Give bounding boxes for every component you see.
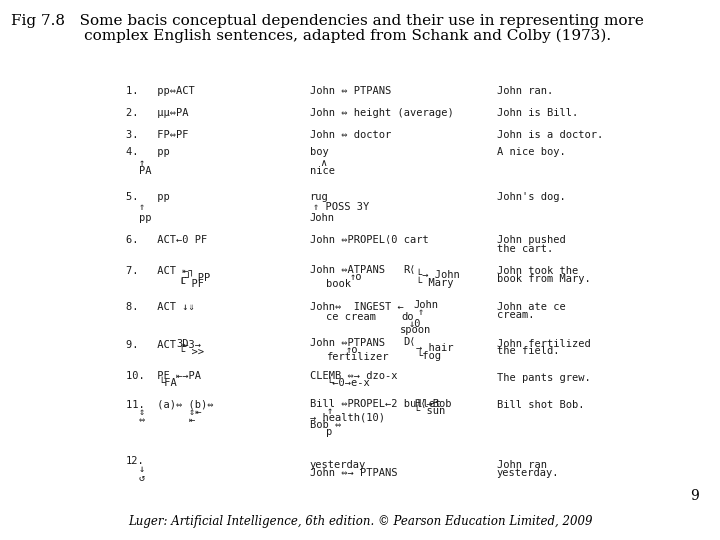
Text: ↑: ↑	[139, 158, 145, 168]
Text: 3.   FP⇔PF: 3. FP⇔PF	[126, 130, 189, 140]
Text: John ⇔ height (average): John ⇔ height (average)	[310, 108, 454, 118]
Text: 4.   pp: 4. pp	[126, 147, 170, 157]
Text: ┌┘ PP: ┌┘ PP	[179, 272, 210, 284]
Text: Bill shot Bob.: Bill shot Bob.	[497, 400, 585, 410]
Text: ⇔       ⇤: ⇔ ⇤	[139, 415, 195, 425]
Text: John is a doctor.: John is a doctor.	[497, 130, 603, 140]
Text: 5.   pp: 5. pp	[126, 192, 170, 202]
Text: 3D: 3D	[176, 339, 189, 349]
Text: Bob ⇔: Bob ⇔	[310, 420, 341, 430]
Text: cream.: cream.	[497, 310, 534, 320]
Text: CLEMB ⇔→ dzo-x: CLEMB ⇔→ dzo-x	[310, 371, 397, 381]
Text: John fertilized: John fertilized	[497, 339, 590, 349]
Text: John ran: John ran	[497, 460, 546, 470]
Text: yesterday.: yesterday.	[497, 468, 559, 478]
Text: complex English sentences, adapted from Schank and Colby (1973).: complex English sentences, adapted from …	[11, 29, 611, 43]
Text: John pushed: John pushed	[497, 235, 565, 245]
Text: 1.   pp⇔ACT: 1. pp⇔ACT	[126, 86, 194, 97]
Text: └←0→e-x: └←0→e-x	[326, 378, 370, 388]
Text: └FA: └FA	[158, 378, 177, 388]
Text: the field.: the field.	[497, 346, 559, 356]
Text: ↑: ↑	[326, 406, 333, 416]
Text: 9.   ACT ⇤3→: 9. ACT ⇤3→	[126, 340, 201, 350]
Text: John ⇔PROPEL⟨0 cart: John ⇔PROPEL⟨0 cart	[310, 235, 428, 245]
Text: H⟨→Bob: H⟨→Bob	[414, 399, 451, 409]
Text: do: do	[401, 312, 413, 322]
Text: John ⇔ATPANS: John ⇔ATPANS	[310, 265, 384, 275]
Text: ∧: ∧	[320, 158, 326, 168]
Text: Bill ⇔PROPEL←2 bullet: Bill ⇔PROPEL←2 bullet	[310, 399, 441, 409]
Text: the cart.: the cart.	[497, 244, 553, 254]
Text: John is Bill.: John is Bill.	[497, 108, 578, 118]
Text: Luger: Artificial Intelligence, 6th edition. © Pearson Education Limited, 2009: Luger: Artificial Intelligence, 6th edit…	[127, 515, 593, 528]
Text: rug: rug	[310, 192, 328, 202]
Text: 11.  (a)⇔ (b)⇔: 11. (a)⇔ (b)⇔	[126, 400, 214, 410]
Text: R⟨: R⟨	[403, 265, 415, 275]
Text: John: John	[413, 300, 438, 310]
Text: → hair: → hair	[416, 343, 454, 353]
Text: book from Mary.: book from Mary.	[497, 274, 590, 284]
Text: A nice boy.: A nice boy.	[497, 147, 565, 157]
Text: ce cream: ce cream	[326, 312, 376, 322]
Text: 2.   µµ⇔PA: 2. µµ⇔PA	[126, 108, 189, 118]
Text: John: John	[310, 213, 335, 223]
Text: 9: 9	[690, 489, 698, 503]
Text: → health(10): → health(10)	[310, 413, 384, 423]
Text: Fig 7.8   Some bacis conceptual dependencies and their use in representing more: Fig 7.8 Some bacis conceptual dependenci…	[11, 14, 644, 28]
Text: └ >>: └ >>	[179, 347, 204, 357]
Text: └ PF: └ PF	[179, 279, 204, 289]
Text: D⟨: D⟨	[403, 338, 415, 348]
Text: ⇕       ⇕⇤: ⇕ ⇕⇤	[139, 407, 202, 417]
Text: ⇑: ⇑	[418, 307, 424, 317]
Text: 6.   ACT←0 PF: 6. ACT←0 PF	[126, 235, 207, 245]
Text: └ Mary: └ Mary	[416, 277, 454, 288]
Text: John took the: John took the	[497, 266, 578, 276]
Text: ↺: ↺	[139, 473, 145, 483]
Text: boy: boy	[310, 147, 328, 157]
Text: spoon: spoon	[400, 325, 431, 335]
Text: John ⇔ PTPANS: John ⇔ PTPANS	[310, 86, 391, 97]
Text: └→ John: └→ John	[416, 270, 460, 280]
Text: John ⇔→ PTPANS: John ⇔→ PTPANS	[310, 468, 397, 478]
Text: John⇔  INGEST ←: John⇔ INGEST ←	[310, 302, 403, 313]
Text: ↓: ↓	[139, 464, 145, 475]
Text: John's dog.: John's dog.	[497, 192, 565, 202]
Text: John ran.: John ran.	[497, 86, 553, 97]
Text: yesterday: yesterday	[310, 460, 366, 470]
Text: book: book	[326, 279, 351, 289]
Text: The pants grew.: The pants grew.	[497, 373, 590, 383]
Text: 8.   ACT ↓⇓: 8. ACT ↓⇓	[126, 302, 194, 313]
Text: John ⇔PTPANS: John ⇔PTPANS	[310, 338, 384, 348]
Text: ↓0: ↓0	[408, 319, 420, 329]
Text: PA: PA	[139, 166, 151, 177]
Text: p: p	[326, 427, 333, 437]
Text: 12.: 12.	[126, 456, 145, 467]
Text: ⇑ POSS 3Y: ⇑ POSS 3Y	[313, 202, 369, 213]
Text: fertilizer: fertilizer	[326, 352, 389, 362]
Text: John ate ce: John ate ce	[497, 302, 565, 313]
Text: nice: nice	[310, 166, 335, 177]
Text: └ sun: └ sun	[414, 406, 445, 416]
Text: ↑o: ↑o	[350, 272, 362, 282]
Text: John ⇔ doctor: John ⇔ doctor	[310, 130, 391, 140]
Text: └fog: └fog	[416, 350, 441, 361]
Text: 10.  PF ⇤→PA: 10. PF ⇤→PA	[126, 371, 201, 381]
Text: ↑o: ↑o	[346, 345, 358, 355]
Text: pp: pp	[139, 213, 151, 223]
Text: 7.   ACT ⇤┐: 7. ACT ⇤┐	[126, 266, 194, 276]
Text: ⇑: ⇑	[139, 202, 145, 213]
